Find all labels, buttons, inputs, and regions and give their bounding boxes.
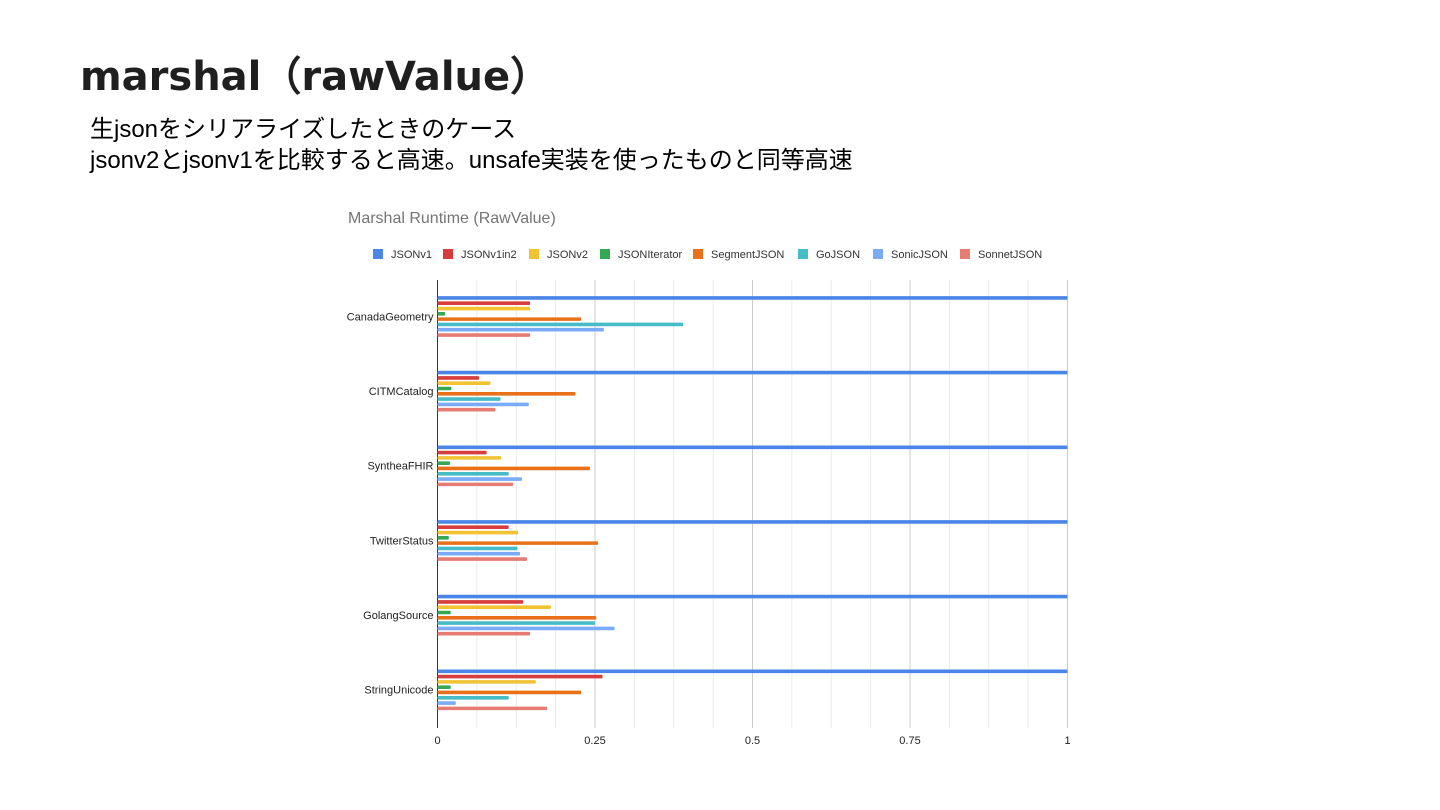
bar-citmcatalog-jsonv1 (437, 370, 1068, 375)
bar-stringunicode-jsonv1 (437, 669, 1068, 674)
bar-canadageometry-segmentjson (437, 317, 582, 321)
legend-swatch-sonnetjson (960, 249, 970, 259)
legend-label-sonnetjson: SonnetJSON (978, 249, 1042, 261)
x-tick-label: 0.25 (584, 735, 605, 747)
legend-label-sonicjson: SonicJSON (891, 249, 948, 261)
bar-citmcatalog-jsonv2 (437, 381, 491, 385)
chart-title: Marshal Runtime (RawValue) (348, 210, 556, 227)
bar-stringunicode-jsoniterator (437, 685, 451, 689)
chart-gridlines (437, 280, 1068, 728)
x-tick-label: 0 (434, 735, 440, 747)
legend-swatch-jsoniterator (600, 249, 610, 259)
bar-citmcatalog-jsoniterator (437, 386, 452, 391)
bar-stringunicode-sonicjson (437, 701, 456, 705)
bar-twitterstatus-sonnetjson (437, 557, 527, 561)
bar-golangsource-sonnetjson (437, 631, 531, 636)
bar-twitterstatus-jsonv2 (437, 530, 519, 535)
bar-canadageometry-sonicjson (437, 327, 604, 332)
slide-title: marshal（rawValue） (80, 54, 551, 100)
category-labels: CanadaGeometry CITMCatalog SyntheaFHIR Twit… (347, 311, 434, 696)
legend-label-jsonv2: JSONv2 (547, 249, 588, 261)
x-axis-tick-labels: 0 0.25 0.5 0.75 1 (434, 735, 1070, 747)
bar-golangsource-jsonv1 (437, 594, 1068, 599)
legend-label-jsonv1in2: JSONv1in2 (461, 249, 517, 261)
marshal-runtime-bar-chart: Marshal Runtime (RawValue) JSONv1 JSONv1i… (347, 210, 1071, 747)
bar-twitterstatus-jsoniterator (437, 536, 449, 540)
chart-bars (437, 296, 1068, 711)
legend-swatch-jsonv1 (373, 249, 383, 259)
slide-description: 生jsonをシリアライズしたときのケース jsonv2とjsonv1を比較すると… (90, 114, 853, 176)
bar-citmcatalog-gojson (437, 397, 501, 401)
legend-label-gojson: GoJSON (816, 249, 860, 261)
legend-swatch-jsonv2 (529, 249, 539, 259)
category-label-golangsource: GolangSource (363, 610, 433, 622)
x-tick-label: 1 (1064, 735, 1070, 747)
bar-canadageometry-jsonv1in2 (437, 301, 531, 306)
bar-stringunicode-jsonv2 (437, 680, 536, 684)
bar-syntheafhir-sonnetjson (437, 482, 514, 487)
bar-citmcatalog-jsonv1in2 (437, 376, 480, 380)
bar-twitterstatus-sonicjson (437, 551, 521, 556)
bar-golangsource-jsonv1in2 (437, 600, 524, 604)
chart-legend: JSONv1 JSONv1in2 JSONv2 JSONIterator Segment… (373, 249, 1042, 261)
x-tick-label: 0.5 (745, 735, 760, 747)
legend-swatch-jsonv1in2 (443, 249, 453, 259)
legend-swatch-segmentjson (693, 249, 703, 259)
legend-label-jsoniterator: JSONIterator (618, 249, 683, 261)
bar-stringunicode-sonnetjson (437, 706, 548, 711)
bar-canadageometry-sonnetjson (437, 333, 531, 337)
description-line-1: 生jsonをシリアライズしたときのケース (90, 116, 517, 143)
x-tick-label: 0.75 (899, 735, 920, 747)
bar-twitterstatus-jsonv1in2 (437, 525, 509, 530)
bar-citmcatalog-sonnetjson (437, 407, 496, 412)
bar-golangsource-jsoniterator (437, 610, 451, 615)
bar-golangsource-jsonv2 (437, 605, 551, 609)
description-line-2: jsonv2とjsonv1を比較すると高速。unsafe実装を使ったものと同等高… (90, 147, 853, 174)
category-label-syntheafhir: SyntheaFHIR (367, 461, 433, 473)
bar-golangsource-sonicjson (437, 626, 615, 631)
bar-syntheafhir-gojson (437, 471, 509, 476)
bar-stringunicode-gojson (437, 695, 509, 700)
legend-label-segmentjson: SegmentJSON (711, 249, 784, 261)
category-label-twitterstatus: TwitterStatus (370, 535, 434, 547)
legend-swatch-sonicjson (873, 249, 883, 259)
bar-syntheafhir-jsoniterator (437, 461, 451, 465)
bar-golangsource-segmentjson (437, 616, 597, 620)
bar-syntheafhir-segmentjson (437, 466, 590, 471)
legend-label-jsonv1: JSONv1 (391, 249, 432, 261)
bar-golangsource-gojson (437, 621, 595, 625)
bar-syntheafhir-jsonv2 (437, 456, 502, 460)
category-label-citmcatalog: CITMCatalog (369, 386, 434, 398)
bar-citmcatalog-segmentjson (437, 392, 576, 396)
bar-canadageometry-gojson (437, 322, 684, 327)
bar-twitterstatus-segmentjson (437, 541, 599, 545)
bar-stringunicode-segmentjson (437, 690, 582, 695)
bar-twitterstatus-gojson (437, 546, 518, 551)
bar-canadageometry-jsoniterator (437, 312, 446, 316)
bar-canadageometry-jsonv2 (437, 306, 531, 311)
bar-canadageometry-jsonv1 (437, 296, 1068, 300)
category-label-stringunicode: StringUnicode (364, 685, 433, 697)
bar-stringunicode-jsonv1in2 (437, 674, 603, 679)
bar-twitterstatus-jsonv1 (437, 520, 1068, 524)
bar-syntheafhir-jsonv1 (437, 445, 1068, 450)
bar-syntheafhir-jsonv1in2 (437, 450, 487, 455)
bar-citmcatalog-sonicjson (437, 402, 529, 407)
bar-syntheafhir-sonicjson (437, 477, 522, 481)
legend-swatch-gojson (798, 249, 808, 259)
category-label-canadageometry: CanadaGeometry (347, 311, 434, 323)
